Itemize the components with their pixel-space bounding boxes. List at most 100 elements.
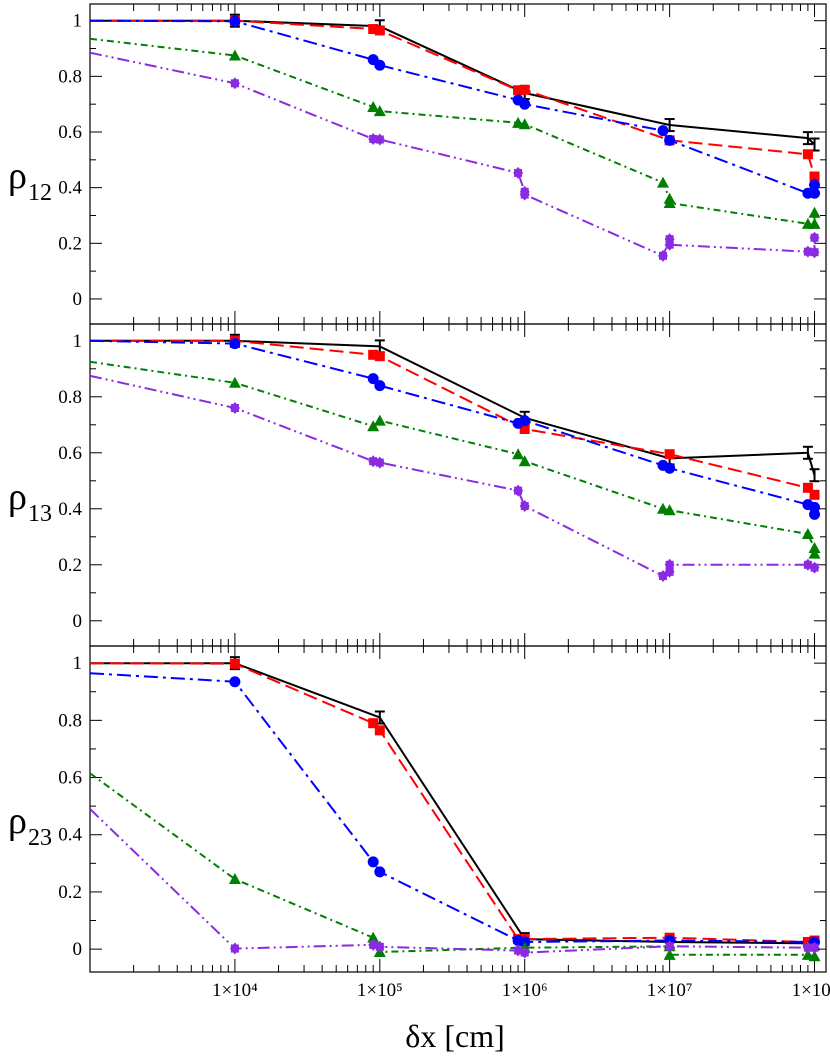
y-axis-label: ρ — [8, 800, 27, 842]
series-red — [90, 658, 820, 947]
y-axis-label-subscript: 13 — [28, 501, 52, 527]
data-point-purple-core — [665, 240, 674, 249]
data-point-red — [664, 449, 675, 460]
data-point-red — [519, 424, 530, 434]
y-tick-label: 1 — [73, 11, 83, 32]
data-point-purple-core — [665, 567, 674, 576]
series-line-black — [90, 339, 816, 476]
data-point-purple-core — [520, 190, 529, 199]
y-tick-label: 0.4 — [58, 499, 82, 520]
data-point-purple-core — [375, 135, 384, 144]
data-point-green — [512, 448, 525, 460]
data-point-purple-core — [514, 486, 523, 495]
data-point-purple-core — [369, 134, 378, 143]
data-point-green — [808, 547, 821, 559]
plot-frame — [89, 323, 827, 647]
data-point-blue — [664, 134, 676, 146]
series-line-blue — [90, 672, 815, 944]
series-line-green — [90, 37, 816, 225]
series-line-red — [90, 339, 816, 496]
data-point-blue — [809, 508, 821, 520]
y-tick-label: 0 — [73, 611, 83, 632]
y-tick-label: 0.4 — [58, 178, 82, 199]
series-black — [90, 656, 820, 951]
data-point-green — [228, 873, 241, 885]
data-point-purple-core — [810, 233, 819, 242]
data-point-red — [368, 718, 379, 729]
data-point-blue — [809, 187, 821, 199]
data-point-red — [809, 171, 820, 182]
y-tick-label: 0.2 — [58, 233, 82, 254]
data-point-purple-core — [658, 251, 667, 260]
data-point-red — [368, 24, 379, 35]
data-point-green — [367, 100, 380, 112]
series-line-purple — [90, 808, 815, 954]
panel-rho13: 0 0.2 0.4 0.6 0.8 1 ρ 13 — [8, 323, 827, 647]
data-point-blue — [657, 125, 669, 137]
x-tick-label: 1×10⁵ — [357, 980, 403, 1001]
x-tick-label: 1×10⁶ — [502, 980, 548, 1001]
data-point-green — [663, 504, 676, 516]
data-point-purple-core — [803, 560, 812, 569]
data-point-red — [374, 351, 385, 362]
data-point-red — [809, 489, 820, 500]
data-point-purple-core — [803, 943, 812, 952]
data-point-green — [228, 376, 241, 388]
series-line-black — [90, 662, 815, 945]
y-tick-label: 0.2 — [58, 882, 82, 903]
data-point-purple-core — [230, 79, 239, 88]
data-point-green — [663, 196, 676, 208]
data-point-red — [802, 149, 813, 160]
y-tick-label: 0.8 — [58, 387, 82, 408]
x-axis-label: δx [cm] — [405, 1018, 504, 1054]
panel-rho23: 0 0.2 0.4 0.6 0.8 1 ρ 23 1×10⁴ 1×10⁵ 1×10⁶ 1×10⁷ 1×1… — [8, 645, 830, 1001]
data-point-blue — [374, 866, 386, 878]
data-point-purple-core — [803, 247, 812, 256]
y-tick-label: 0.6 — [58, 768, 82, 789]
data-point-purple-core — [810, 943, 819, 952]
series-purple — [90, 374, 820, 582]
series-blue — [90, 672, 821, 948]
data-point-purple-core — [520, 948, 529, 957]
y-axis-label: ρ — [8, 476, 27, 518]
series-line-blue — [90, 19, 816, 195]
plot-frame — [89, 645, 827, 973]
data-point-purple-core — [230, 404, 239, 412]
series-line-green — [90, 772, 815, 958]
series-purple — [90, 808, 820, 959]
data-point-purple-core — [514, 946, 523, 955]
y-tick-label: 0.8 — [58, 710, 82, 731]
y-axis-label-subscript: 23 — [28, 825, 52, 851]
data-point-blue — [229, 338, 241, 350]
y-tick-label: 0.2 — [58, 555, 82, 576]
data-point-red — [229, 658, 240, 669]
panel-rho12: 0 0.2 0.4 0.6 0.8 1 ρ 12 — [8, 3, 827, 325]
data-point-blue — [367, 373, 379, 385]
data-point-blue — [229, 15, 241, 27]
series-green — [90, 37, 821, 229]
data-point-purple-core — [665, 560, 674, 569]
y-tick-label: 0 — [73, 289, 83, 310]
data-point-red — [374, 725, 385, 736]
data-point-red — [519, 84, 530, 95]
data-point-green — [808, 217, 821, 229]
series-line-purple — [90, 374, 815, 578]
data-point-green — [373, 414, 386, 426]
y-tick-label: 1 — [73, 331, 83, 352]
series-blue — [90, 338, 821, 520]
data-point-blue — [519, 98, 531, 110]
data-point-green — [518, 118, 531, 130]
y-tick-label: 1 — [73, 653, 83, 674]
y-tick-label: 0.8 — [58, 66, 82, 87]
data-point-purple-core — [369, 457, 378, 466]
series-line-red — [90, 19, 816, 177]
data-point-purple-core — [514, 168, 523, 177]
data-point-green — [808, 950, 821, 962]
data-point-purple-core — [369, 940, 378, 949]
series-black — [90, 13, 820, 152]
series-line-red — [90, 662, 815, 944]
series-blue — [90, 15, 821, 199]
x-tick-label: 1×10⁸ — [792, 980, 830, 1001]
